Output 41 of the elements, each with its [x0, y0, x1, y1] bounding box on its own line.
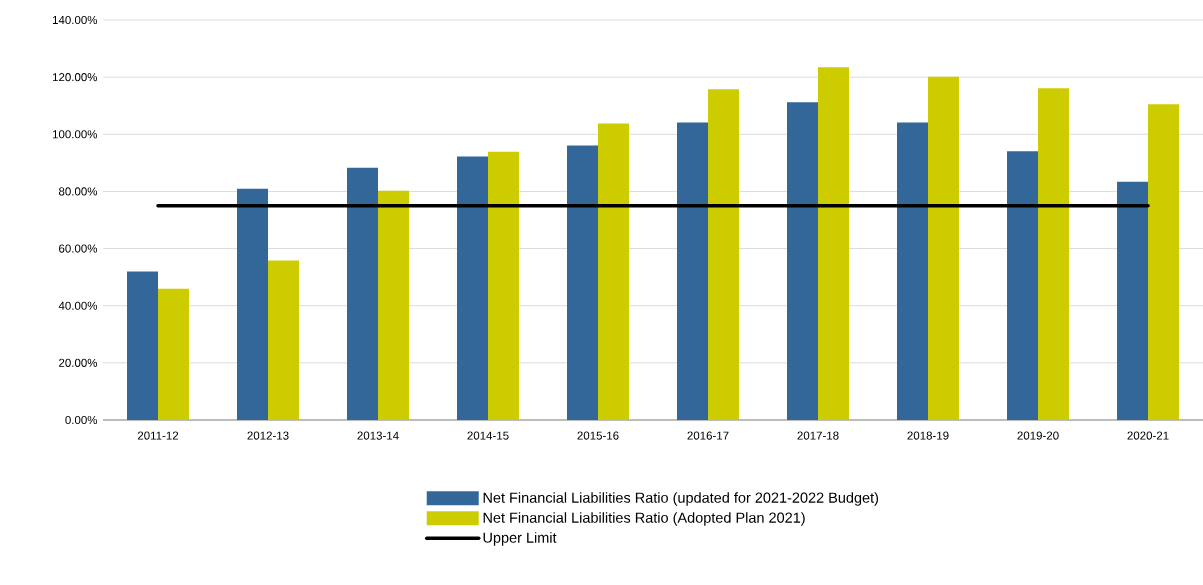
- x-tick-label: 2016-17: [687, 431, 729, 440]
- bar: [127, 271, 158, 420]
- bar: [818, 67, 850, 420]
- legend-label: Net Financial Liabilities Ratio (Adopted Plan 2021): [483, 512, 805, 526]
- x-tick-label: 2011-12: [137, 431, 179, 440]
- legend-label: Upper Limit: [483, 532, 557, 546]
- x-tick-label: 2015-16: [577, 431, 619, 440]
- y-tick-label: 100.00%: [52, 130, 98, 139]
- x-tick-label: 2013-14: [357, 431, 399, 440]
- bar: [378, 190, 409, 420]
- bar: [268, 260, 299, 420]
- bar: [1007, 151, 1039, 420]
- bar: [1148, 104, 1180, 420]
- x-tick-label: 2014-15: [467, 431, 509, 440]
- bar: [1117, 181, 1149, 420]
- bar: [928, 76, 960, 420]
- bar: [488, 151, 519, 420]
- bar: [598, 123, 630, 420]
- bar: [237, 188, 268, 420]
- legend-label: Net Financial Liabilities Ratio (updated for 2021-2022 Budget): [483, 492, 879, 506]
- y-tick-label: 60.00%: [59, 244, 98, 253]
- y-tick-label: 120.00%: [52, 73, 98, 82]
- x-tick-label: 2017-18: [797, 431, 839, 440]
- x-tick-label: 2018-19: [907, 431, 949, 440]
- bar: [677, 122, 709, 420]
- bar: [708, 89, 740, 420]
- bar: [567, 145, 599, 420]
- y-tick-label: 40.00%: [58, 301, 98, 310]
- y-tick-label: 80.00%: [58, 187, 98, 196]
- y-tick-label: 0.00%: [65, 415, 98, 425]
- bar: [158, 288, 189, 420]
- y-tick-label: 140.00%: [52, 15, 98, 25]
- bar: [1038, 88, 1070, 420]
- bar: [897, 122, 929, 420]
- x-tick-label: 2020-21: [1127, 431, 1169, 440]
- y-tick-label: 20.00%: [59, 358, 98, 367]
- bar: [347, 167, 378, 420]
- bar: [787, 102, 819, 420]
- bar: [457, 156, 488, 420]
- x-tick-label: 2012-13: [247, 431, 289, 440]
- x-tick-label: 2019-20: [1017, 431, 1059, 440]
